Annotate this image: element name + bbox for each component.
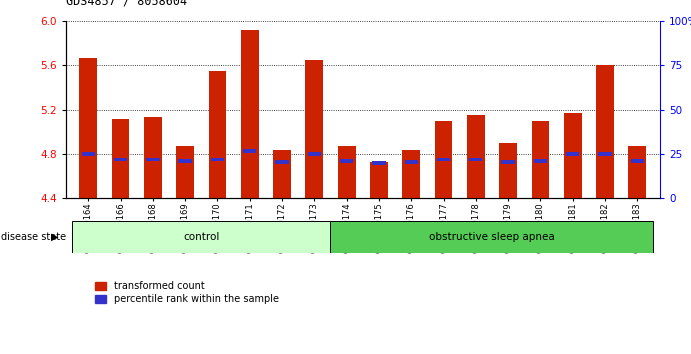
Bar	[372, 161, 386, 165]
Text: obstructive sleep apnea: obstructive sleep apnea	[429, 232, 555, 242]
Bar	[564, 113, 582, 198]
Bar	[211, 158, 224, 161]
Bar	[402, 150, 420, 198]
Legend: transformed count, percentile rank within the sample: transformed count, percentile rank withi…	[95, 281, 279, 304]
Bar	[631, 159, 644, 162]
Bar	[79, 58, 97, 198]
Bar	[146, 158, 160, 161]
Bar	[273, 150, 291, 198]
Bar	[112, 119, 129, 198]
Bar	[241, 30, 258, 198]
Bar	[144, 118, 162, 198]
Bar	[243, 149, 256, 153]
Bar	[437, 158, 450, 161]
Bar	[628, 146, 646, 198]
Bar	[533, 159, 547, 162]
Bar	[598, 152, 612, 156]
Bar	[404, 160, 418, 164]
Bar	[330, 221, 654, 253]
Bar	[596, 65, 614, 198]
Bar	[72, 221, 330, 253]
Bar	[307, 152, 321, 156]
Bar	[435, 121, 453, 198]
Bar	[209, 71, 227, 198]
Text: GDS4857 / 8058604: GDS4857 / 8058604	[66, 0, 187, 7]
Text: ▶: ▶	[51, 232, 59, 242]
Bar	[338, 146, 355, 198]
Bar	[305, 60, 323, 198]
Bar	[178, 159, 192, 162]
Text: control: control	[183, 232, 220, 242]
Bar	[82, 152, 95, 156]
Bar	[370, 162, 388, 198]
Bar	[176, 146, 194, 198]
Text: disease state: disease state	[1, 232, 66, 242]
Bar	[340, 159, 353, 162]
Bar	[531, 121, 549, 198]
Bar	[469, 158, 482, 161]
Bar	[276, 160, 289, 164]
Bar	[566, 152, 579, 156]
Bar	[114, 158, 127, 161]
Bar	[502, 160, 515, 164]
Bar	[467, 115, 484, 198]
Bar	[499, 143, 517, 198]
